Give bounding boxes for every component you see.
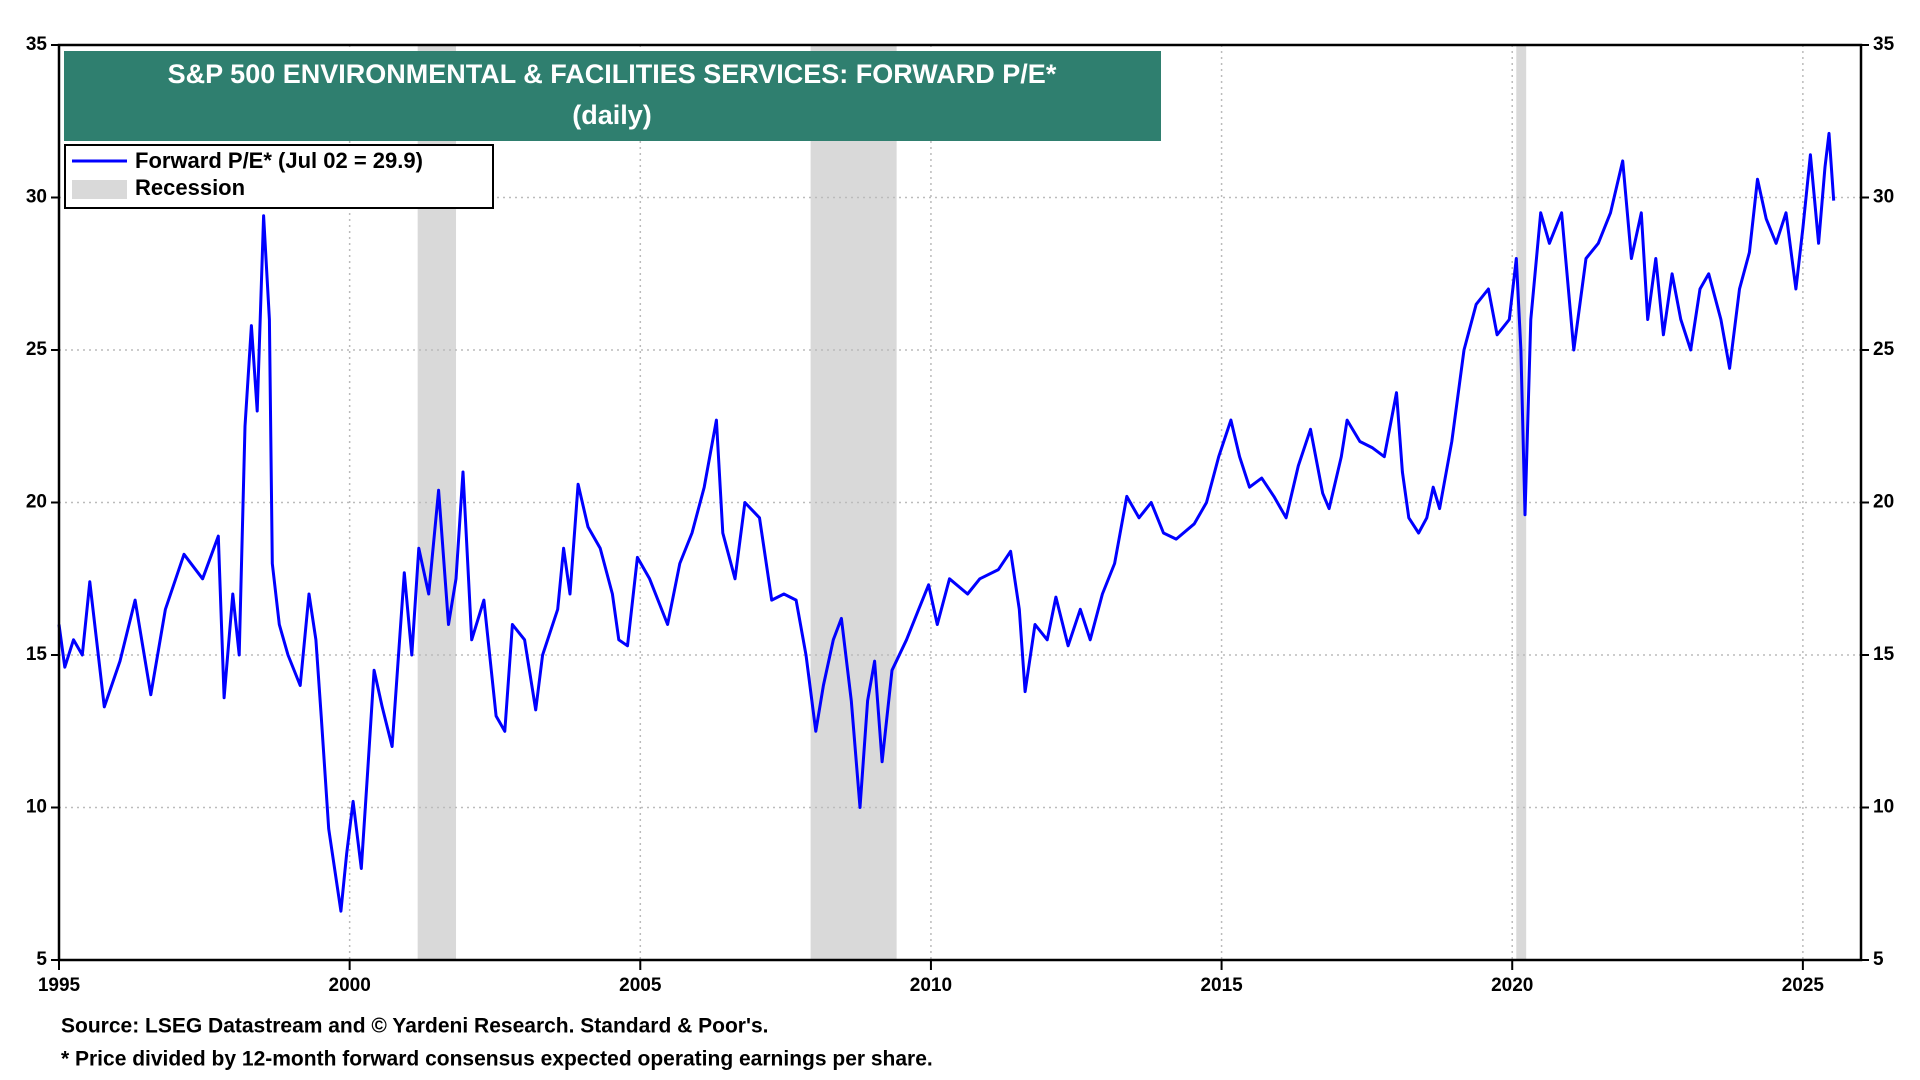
x-tick-label: 2025 [1782, 975, 1825, 996]
footnote: * Price divided by 12-month forward cons… [61, 1048, 933, 1071]
chart-subtitle: (daily) [572, 100, 652, 130]
y2-tick-label: 10 [1873, 797, 1894, 818]
recession-band [1516, 45, 1527, 960]
legend-label: Forward P/E* (Jul 02 = 29.9) [135, 148, 423, 173]
y2-tick-label: 15 [1873, 644, 1895, 665]
x-tick-label: 2005 [619, 975, 662, 996]
chart-title: S&P 500 ENVIRONMENTAL & FACILITIES SERVI… [168, 59, 1057, 89]
y-tick-label: 25 [26, 339, 48, 360]
footnote: Source: LSEG Datastream and © Yardeni Re… [61, 1015, 768, 1038]
y-tick-label: 30 [26, 187, 47, 208]
y-tick-label: 20 [26, 492, 47, 513]
x-tick-label: 2020 [1491, 975, 1533, 996]
title-box [64, 51, 1161, 141]
y2-tick-label: 5 [1873, 949, 1884, 970]
y2-tick-label: 20 [1873, 492, 1894, 513]
x-tick-label: 2015 [1200, 975, 1243, 996]
series-line [57, 131, 1836, 913]
x-tick-label: 2000 [329, 975, 371, 996]
y-tick-label: 15 [26, 644, 48, 665]
x-tick-label: 2010 [910, 975, 952, 996]
recession-band [810, 45, 897, 960]
legend-label: Recession [135, 175, 245, 200]
y2-tick-label: 30 [1873, 187, 1894, 208]
y2-tick-label: 35 [1873, 34, 1895, 55]
y2-tick-label: 25 [1873, 339, 1895, 360]
y-tick-label: 5 [36, 949, 47, 970]
x-tick-label: 1995 [38, 975, 81, 996]
legend-swatch [72, 180, 127, 199]
plot-frame [57, 43, 1863, 962]
legend [64, 144, 494, 209]
y-tick-label: 10 [26, 797, 47, 818]
y-tick-label: 35 [26, 34, 48, 55]
